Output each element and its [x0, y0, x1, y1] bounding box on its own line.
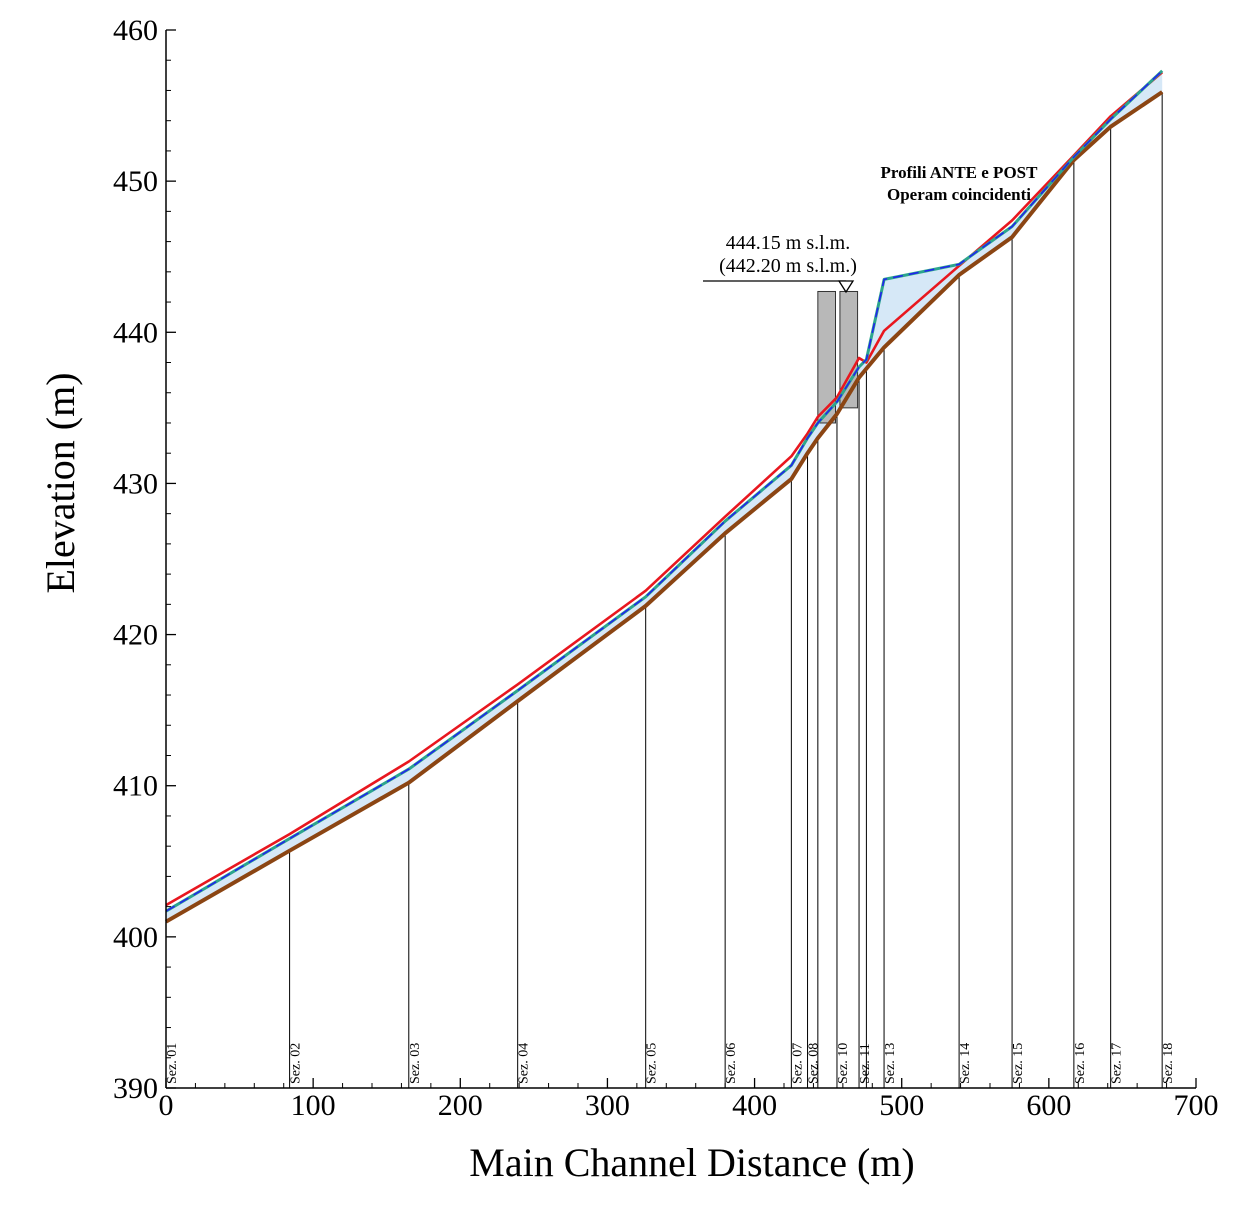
y-tick-label: 450	[113, 165, 158, 198]
y-tick-label: 440	[113, 316, 158, 349]
wse-annotation: 444.15 m s.l.m. (442.20 m s.l.m.)	[703, 232, 857, 294]
section-label: Sez. 10	[836, 1043, 851, 1084]
y-tick-label: 420	[113, 619, 158, 652]
section-label: Sez. 13	[883, 1043, 898, 1084]
section-label: Sez. 06	[724, 1043, 739, 1084]
x-tick-label: 400	[732, 1089, 777, 1122]
y-tick-label: 400	[113, 921, 158, 954]
wse-triangle-icon	[837, 280, 855, 294]
wse-label-2: (442.20 m s.l.m.)	[719, 255, 857, 277]
x-axis-title: Main Channel Distance (m)	[469, 1140, 914, 1185]
wse-label-1: 444.15 m s.l.m.	[726, 232, 850, 254]
section-label: Sez. 16	[1073, 1043, 1088, 1084]
section-lines-layer: Sez. 01 Sez. 02 Sez. 03 Sez. 04 Sez. 05 Sez. …	[165, 91, 1176, 1088]
section-label: Sez. 08	[807, 1043, 822, 1084]
series-layer	[165, 69, 1164, 924]
structures-layer	[817, 290, 859, 424]
section-label: Sez. 07	[790, 1043, 805, 1084]
note-label-2: Operam coincidenti	[887, 185, 1031, 204]
y-tick-label: 390	[113, 1072, 158, 1105]
section-label: Sez. 17	[1110, 1043, 1125, 1084]
y-tick-label: 410	[113, 770, 158, 803]
y-tick-label: 460	[113, 14, 158, 47]
x-tick-label: 500	[879, 1089, 924, 1122]
x-tick-label: 300	[585, 1089, 630, 1122]
x-tick-label: 700	[1174, 1089, 1219, 1122]
x-tick-label: 200	[438, 1089, 483, 1122]
x-tick-label: 600	[1026, 1089, 1071, 1122]
section-label: Sez. 03	[408, 1043, 423, 1084]
x-tick-label: 100	[291, 1089, 336, 1122]
series-line-4	[165, 71, 1164, 907]
series-line-1	[165, 90, 1164, 924]
water-area	[166, 70, 1163, 922]
axes-layer: 390 400 410 420 430 440 450 460 0 100 200 300 400 500…	[113, 14, 1219, 1122]
section-label: Sez. 05	[645, 1043, 660, 1084]
series-line-3	[165, 70, 1163, 912]
section-label: Sez. 14	[958, 1043, 973, 1084]
section-label: Sez. 15	[1011, 1043, 1026, 1084]
section-label: Sez. 01	[165, 1043, 180, 1084]
section-label: Sez. 18	[1161, 1043, 1176, 1084]
y-tick-label: 430	[113, 467, 158, 500]
section-label: Sez. 11	[858, 1043, 873, 1084]
water-area-layer	[166, 70, 1163, 922]
structure-block-1	[817, 290, 836, 424]
section-label: Sez. 02	[289, 1043, 304, 1084]
x-tick-label: 0	[159, 1089, 174, 1122]
y-axis-title: Elevation (m)	[38, 372, 83, 593]
section-label: Sez. 04	[517, 1043, 532, 1084]
note-label-1: Profili ANTE e POST	[881, 163, 1039, 182]
